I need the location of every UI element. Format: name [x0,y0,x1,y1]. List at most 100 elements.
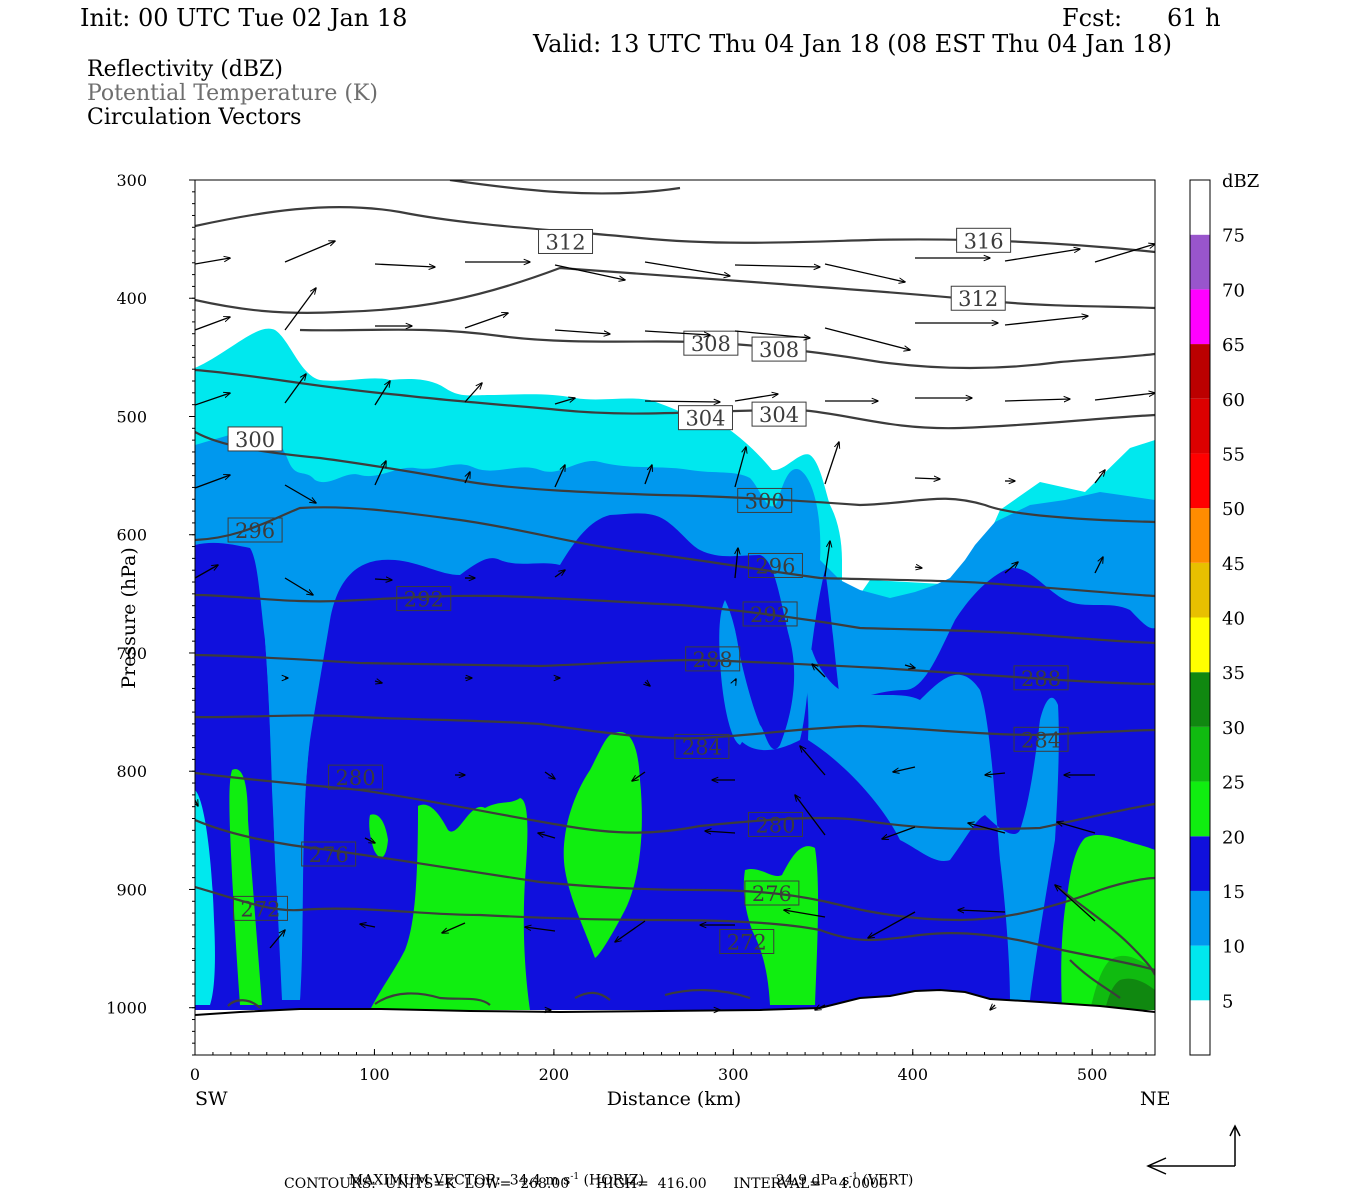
colorbar-label: 40 [1222,609,1245,630]
colorbar-swatch [1190,289,1210,345]
theta-label-box [747,552,803,578]
colorbar-label: 35 [1222,663,1245,684]
theta-label: 292 [750,603,790,627]
theta-contour [1069,959,1121,999]
circulation-vector [893,766,916,772]
theta-label-box [396,586,452,612]
circulation-vector [1094,470,1105,484]
circulation-vector [1004,249,1080,262]
circulation-vector [1004,399,1070,401]
theta-label-box [751,336,807,362]
theta-label-box [742,601,798,627]
theta-label: 272 [727,930,767,954]
colorbar-label: 55 [1222,444,1245,465]
theta-contour [195,431,1155,524]
circulation-vector [824,327,910,350]
x-tick-label: 200 [539,1065,570,1084]
circulation-vector [544,771,555,779]
theta-label-box [677,405,733,431]
refl-region-30dbz [1105,978,1155,1010]
circulation-vector [615,920,646,942]
y-tick-label: 400 [116,289,147,308]
circulation-vector [914,567,922,568]
circulation-vector [284,577,313,595]
theta-label: 296 [755,554,795,578]
max-vector-note: MAXIMUM VECTOR: 34.4 m s-1 (HORIZ) [340,1159,644,1188]
terrain-line [195,988,1155,1016]
theta-label: 272 [240,897,280,921]
circulation-vector [374,681,382,683]
theta-label: 308 [759,338,799,362]
theta-contour [195,653,1155,686]
theta-label: 296 [235,519,275,543]
circulation-vector [364,838,375,843]
y-axis: 300 400 500 600 700 800 900 1000 [106,171,195,1056]
circulation-vector [734,265,820,267]
theta-contour [195,593,1155,645]
circulation-vector [882,826,916,839]
circulation-vector [1094,393,1155,401]
colorbar: 5 10 15 20 25 30 35 40 45 50 55 60 65 70 75 [1189,179,1245,1056]
circulation-vector [644,401,720,402]
circulation-vector [374,263,435,267]
circulation-vector [824,263,905,282]
theta-label: 284 [1021,728,1061,752]
circulation-vector [644,261,730,276]
circulation-vector [795,795,826,836]
circulation-vector [735,548,738,579]
theta-label-box [1013,665,1069,691]
theta-labels: 312 316 312 308 308 304 304 300 300 296 296 292 292 2… [227,227,1069,954]
circulation-vector [374,381,390,406]
circulation-vector [525,927,556,932]
theta-label-box [538,228,594,254]
colorbar-swatch [1190,781,1210,837]
y-tick-label: 600 [116,526,147,545]
y-tick-label: 900 [116,880,147,899]
circulation-vector [284,484,316,503]
circulation-vector [990,1005,995,1010]
colorbar-swatch [1190,562,1210,618]
theta-label: 300 [235,428,275,452]
x-tick-label: 100 [359,1065,390,1084]
theta-label: 280 [755,813,795,837]
init-time: Init: 00 UTC Tue 02 Jan 18 [80,4,408,32]
theta-contour [227,999,261,1009]
circulation-vector [824,442,839,485]
circulation-vector [554,465,565,488]
y-tick-label: 700 [116,644,147,663]
vert-vector-note: 24.9 dPa s-1 (VERT) [767,1159,913,1188]
circulation-vector [705,831,736,833]
colorbar-label: 20 [1222,827,1245,848]
circulation-vector [284,241,335,263]
circulation-vector [632,771,646,781]
circulation-vector [868,911,916,938]
colorbar-label: 5 [1222,991,1233,1012]
circulation-vector [985,773,1006,775]
reflectivity-field-label: Reflectivity (dBZ) [87,57,283,82]
circulation-vector [958,910,1006,912]
theta-label-box [751,401,807,427]
colorbar-label: 30 [1222,718,1245,739]
forecast-label: Fcst: [1062,4,1123,32]
circulation-vector [904,665,915,668]
colorbar-swatch [1190,234,1210,290]
y-tick-label: 500 [116,407,147,426]
theta-contour [1054,884,1155,976]
circulation-vector [734,330,810,338]
circulation-vectors [195,241,1155,1010]
theta-label-box [232,895,288,921]
colorbar-label: 65 [1222,335,1245,356]
refl-region-20dbz-c [369,814,388,858]
circulation-vector [734,447,746,488]
theta-label: 312 [958,287,998,311]
theta-label: 300 [745,489,785,513]
forecast-hour: 61 h [1167,4,1221,32]
circulation-vector [195,258,230,265]
circulation-vector [644,330,710,335]
vert-units-exponent: -1 [849,1172,859,1182]
colorbar-label: 60 [1222,390,1245,411]
theta-label: 304 [685,407,725,431]
colorbar-swatch [1190,726,1210,782]
vectors-field-label: Circulation Vectors [87,105,302,130]
